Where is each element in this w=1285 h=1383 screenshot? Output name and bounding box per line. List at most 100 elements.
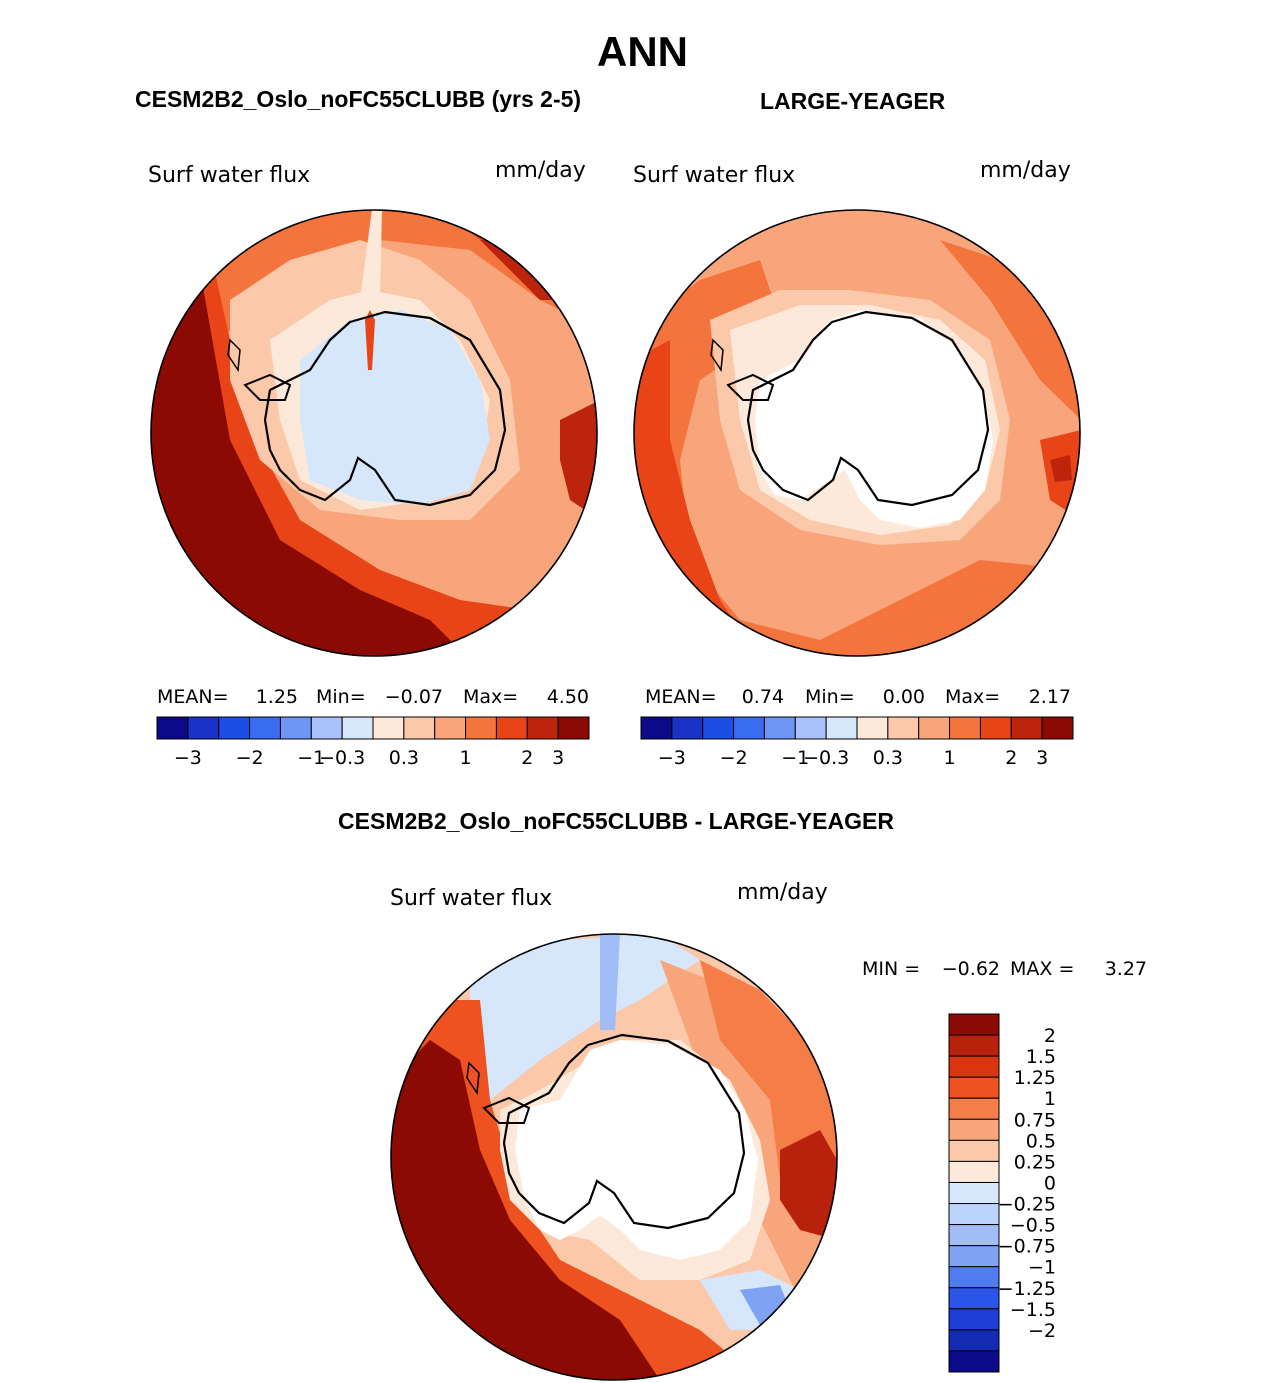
difference-colorbar-swatch	[948, 1076, 1000, 1099]
panel2-colorbar-swatch	[671, 716, 704, 740]
difference-colorbar-tick-label: −0.25	[998, 1194, 1056, 1216]
panel1-min-value: −0.07	[385, 686, 443, 708]
difference-colorbar-swatch	[948, 1266, 1000, 1289]
panel2-units-label: mm/day	[980, 158, 1071, 183]
panel2-colorbar-tick-label: −1	[781, 747, 809, 769]
panel1-colorbar-swatch	[310, 716, 343, 740]
panel1-colorbar-swatch	[495, 716, 528, 740]
difference-colorbar-tick-label: 1.5	[1026, 1046, 1056, 1068]
panel1-title: CESM2B2_Oslo_noFC55CLUBB (yrs 2-5)	[135, 86, 582, 112]
panel1-mean-value: 1.25	[256, 686, 298, 708]
difference-colorbar-swatch	[948, 1118, 1000, 1141]
panel1-max-label: Max=	[463, 686, 518, 708]
difference-colorbar-tick-label: 0	[1044, 1172, 1056, 1194]
difference-colorbar-tick-label: −1.25	[998, 1278, 1056, 1300]
difference-units-label: mm/day	[737, 880, 828, 905]
panel1-colorbar-tick-label: 0.3	[389, 747, 419, 769]
panel1-colorbar-swatch	[465, 716, 497, 740]
panel2-colorbar-swatch	[856, 716, 889, 740]
difference-max-label: MAX =	[1010, 958, 1074, 980]
panel1-colorbar-tick-label: −0.3	[319, 747, 365, 769]
panel1-polar-map	[151, 210, 597, 656]
panel2-colorbar-tick-label: −3	[658, 747, 686, 769]
difference-colorbar-swatch	[948, 1203, 1000, 1226]
panel1-colorbar-tick-label: 3	[552, 747, 564, 769]
difference-colorbar-swatch	[948, 1224, 1000, 1247]
difference-colorbar-swatch	[948, 1139, 1000, 1162]
difference-colorbar-swatch	[948, 1350, 1000, 1373]
panel2-variable-label: Surf water flux	[633, 163, 795, 188]
panel1-colorbar-swatch	[557, 716, 590, 740]
difference-colorbar-swatch	[948, 1308, 1000, 1331]
panel2-colorbar-swatch	[949, 716, 981, 740]
panel1-colorbar-swatch	[434, 716, 467, 740]
panel2-colorbar-swatch	[1010, 716, 1043, 740]
panel2-mean-value: 0.74	[742, 686, 784, 708]
panel1-colorbar-swatch	[249, 716, 281, 740]
panel2-colorbar-swatch	[702, 716, 735, 740]
difference-colorbar-tick-label: −2	[1028, 1320, 1056, 1342]
panel1-colorbar-swatch	[526, 716, 559, 740]
difference-colorbar-tick-label: 1	[1044, 1088, 1056, 1110]
difference-colorbar-swatch	[948, 1160, 1000, 1183]
difference-colorbar-tick-label: 2	[1044, 1025, 1056, 1047]
difference-colorbar-tick-label: 0.25	[1014, 1151, 1056, 1173]
difference-variable-label: Surf water flux	[390, 886, 552, 911]
panel1-colorbar-swatch	[187, 716, 220, 740]
difference-title: CESM2B2_Oslo_noFC55CLUBB - LARGE-YEAGER	[338, 808, 894, 834]
panel1-colorbar-swatch	[341, 716, 374, 740]
page-title: ANN	[597, 28, 688, 75]
difference-colorbar-swatch	[948, 1329, 1000, 1352]
panel1-units-label: mm/day	[495, 158, 586, 183]
difference-min-value: −0.62	[942, 958, 1000, 980]
difference-colorbar-tick-label: −0.5	[1010, 1215, 1056, 1237]
difference-colorbar-swatch	[948, 1034, 1000, 1057]
panel1-colorbar-swatch	[156, 716, 189, 740]
difference-colorbar-swatch	[948, 1287, 1000, 1310]
panel1-colorbar-tick-label: 1	[460, 747, 472, 769]
panel2-colorbar-tick-label: −2	[720, 747, 748, 769]
panel2-colorbar-swatch	[979, 716, 1012, 740]
difference-colorbar-swatch	[948, 1245, 1000, 1268]
panel1-max-value: 4.50	[547, 686, 589, 708]
panel2-title: LARGE-YEAGER	[760, 88, 946, 114]
panel2-colorbar-swatch	[640, 716, 673, 740]
panel2-colorbar-swatch	[825, 716, 858, 740]
difference-colorbar-tick-label: −1.5	[1010, 1299, 1056, 1321]
panel1-colorbar-swatch	[279, 716, 312, 740]
panel1-colorbar-swatch	[372, 716, 405, 740]
panel1-colorbar: −3 −2 −1−0.3 0.3 1 2 3	[156, 716, 590, 769]
panel1-colorbar-tick-label: −3	[174, 747, 202, 769]
panel1-colorbar-tick-label: −2	[236, 747, 264, 769]
panel2-colorbar-swatch	[733, 716, 765, 740]
panel1-variable-label: Surf water flux	[148, 163, 310, 188]
panel1-colorbar-swatch	[218, 716, 251, 740]
difference-max-value: 3.27	[1105, 958, 1147, 980]
panel2-colorbar-swatch	[887, 716, 920, 740]
panel2-max-label: Max=	[945, 686, 1000, 708]
panel2-colorbar-swatch	[763, 716, 796, 740]
panel1-colorbar-swatch	[403, 716, 436, 740]
panel1-min-label: Min=	[316, 686, 366, 708]
panel2-min-value: 0.00	[883, 686, 925, 708]
panel2-colorbar-tick-label: 0.3	[873, 747, 903, 769]
panel2-colorbar-tick-label: 3	[1036, 747, 1048, 769]
panel2-colorbar: −3 −2 −1−0.3 0.3 1 2 3	[640, 716, 1074, 769]
difference-colorbar-tick-label: −0.75	[998, 1236, 1056, 1258]
panel2-mean-label: MEAN=	[645, 686, 717, 708]
difference-colorbar-swatch	[948, 1013, 1000, 1036]
difference-colorbar-swatch	[948, 1097, 1000, 1120]
panel1-colorbar-tick-label: −1	[297, 747, 325, 769]
difference-min-label: MIN =	[862, 958, 920, 980]
difference-colorbar-swatch	[948, 1181, 1000, 1205]
difference-colorbar: 21.51.2510.750.50.250−0.25−0.5−0.75−1−1.…	[948, 1013, 1056, 1373]
difference-colorbar-swatch	[948, 1055, 1000, 1078]
panel2-colorbar-swatch	[1041, 716, 1074, 740]
panel2-min-label: Min=	[805, 686, 855, 708]
difference-colorbar-tick-label: 1.25	[1014, 1067, 1056, 1089]
difference-polar-map	[391, 934, 837, 1380]
panel2-max-value: 2.17	[1029, 686, 1071, 708]
panel2-colorbar-swatch	[794, 716, 827, 740]
difference-colorbar-tick-label: −1	[1028, 1257, 1056, 1279]
panel2-colorbar-tick-label: 1	[944, 747, 956, 769]
